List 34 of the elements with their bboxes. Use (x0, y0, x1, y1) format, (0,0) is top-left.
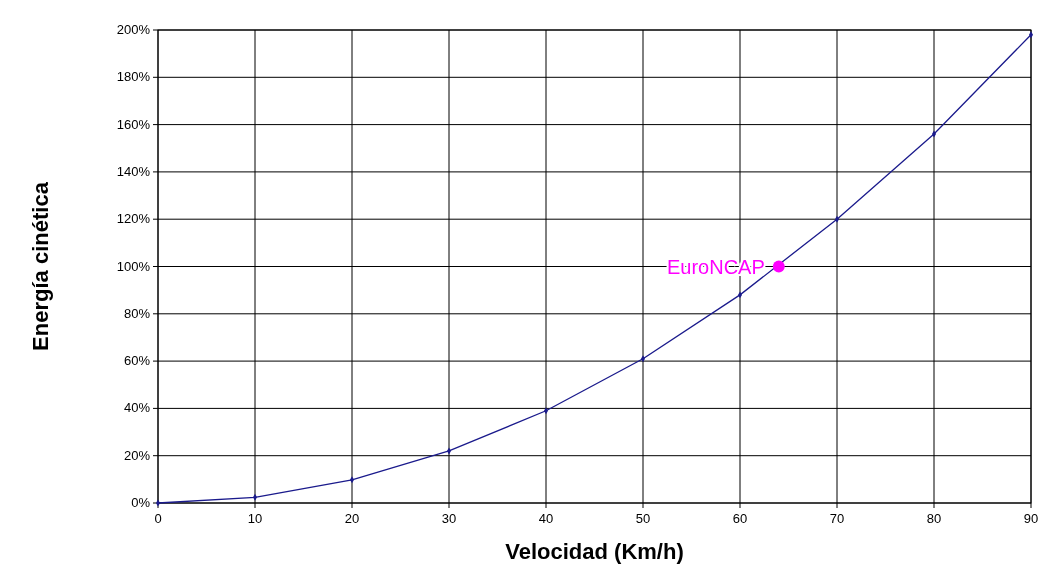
y-tick-label: 120% (116, 211, 151, 227)
point (737, 291, 743, 299)
x-tick-label: 50 (635, 511, 651, 526)
x-tick-label: 90 (1023, 511, 1039, 526)
x-tick-label: 70 (829, 511, 845, 526)
y-tick-label: 0% (131, 495, 151, 510)
point (543, 407, 549, 415)
point (1028, 31, 1034, 39)
point (446, 447, 452, 455)
y-tick-label: 80% (123, 305, 151, 321)
x-tick-label: 0 (154, 511, 162, 526)
point (640, 355, 646, 363)
point (931, 130, 937, 138)
x-tick-label: 30 (441, 511, 457, 526)
y-tick-label: 60% (123, 353, 151, 369)
point (834, 215, 840, 223)
x-tick-label: 40 (538, 511, 554, 526)
y-tick-label: 140% (116, 163, 151, 179)
y-axis-title: Energía cinética (28, 181, 53, 351)
y-tick-label: 160% (116, 116, 151, 132)
point (252, 493, 258, 501)
y-tick-label: 100% (116, 258, 151, 274)
x-tick-label: 20 (344, 511, 360, 526)
point (349, 476, 355, 484)
point (772, 260, 785, 273)
line-series (155, 31, 1034, 507)
y-tick-label: 200% (116, 22, 151, 37)
x-tick-label: 60 (732, 511, 748, 526)
x-tick-label: 10 (247, 511, 263, 526)
y-tick-label: 40% (123, 400, 151, 416)
x-axis-title: Velocidad (Km/h) (505, 539, 684, 564)
x-tick-label: 80 (926, 511, 942, 526)
y-tick-label: 20% (123, 447, 151, 463)
y-tick-label: 180% (116, 69, 151, 85)
